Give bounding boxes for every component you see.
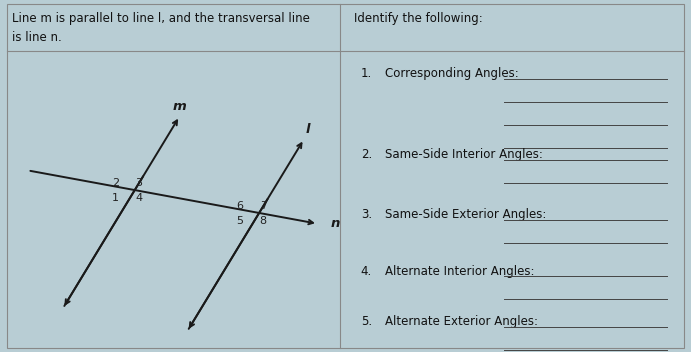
Text: l: l [305,122,310,136]
Text: 7: 7 [260,201,267,211]
Text: 4.: 4. [361,265,372,278]
Text: Identify the following:: Identify the following: [354,12,482,25]
Text: m: m [173,100,187,113]
Text: Alternate Exterior Angles:: Alternate Exterior Angles: [385,315,538,328]
Text: Alternate Interior Angles:: Alternate Interior Angles: [385,265,534,278]
Text: 2: 2 [112,178,119,188]
Text: 5: 5 [236,216,243,226]
Text: 4: 4 [135,193,142,203]
Text: Same-Side Exterior Angles:: Same-Side Exterior Angles: [385,208,547,221]
Text: 2.: 2. [361,149,372,162]
Text: 8: 8 [260,216,267,226]
Text: n: n [330,217,340,230]
Text: 3.: 3. [361,208,372,221]
Text: Same-Side Interior Angles:: Same-Side Interior Angles: [385,149,542,162]
Text: Line m is parallel to line l, and the transversal line
is line n.: Line m is parallel to line l, and the tr… [12,12,310,44]
Text: 3: 3 [135,178,142,188]
Text: 5.: 5. [361,315,372,328]
Text: 1.: 1. [361,68,372,81]
Text: 1: 1 [112,193,119,203]
Text: 6: 6 [236,201,243,211]
Text: Corresponding Angles:: Corresponding Angles: [385,68,519,81]
